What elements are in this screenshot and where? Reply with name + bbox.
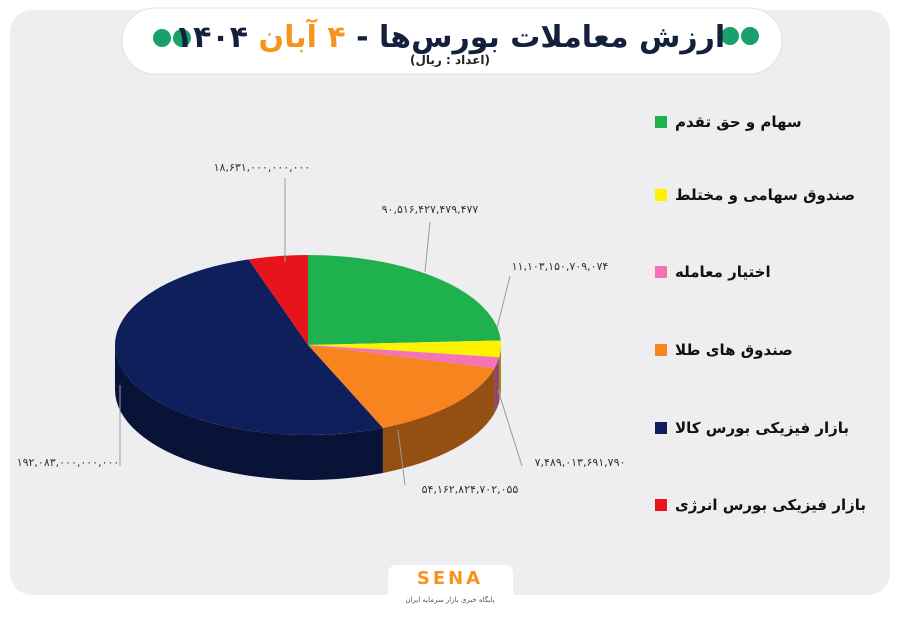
- value-label: ۵۴,۱۶۲,۸۲۴,۷۰۲,۰۵۵: [422, 483, 519, 496]
- slice: [308, 345, 500, 369]
- legend-label: صندوق سهامی و مختلط: [675, 186, 855, 204]
- legend-label: بازار فیزیکی بورس کالا: [675, 419, 849, 437]
- slice: [308, 345, 495, 428]
- leader-line: [397, 429, 406, 486]
- quote-marks: [153, 27, 759, 47]
- legend-label: اختیار معامله: [675, 263, 771, 281]
- pie: ۹۰,۵۱۶,۴۲۷,۴۷۹,۴۷۷ ۱۱,۱۰۳,۱۵۰,۷۰۹,۰۷۴ ۷,۴۸…: [17, 161, 626, 496]
- slice: [248, 255, 308, 345]
- legend-swatch: [655, 189, 667, 201]
- value-label: ۱۹۲,۰۸۳,۰۰۰,۰۰۰,۰۰۰: [17, 456, 120, 469]
- legend-label: صندوق های طلا: [675, 341, 793, 359]
- value-label: ۷,۴۸۹,۰۱۳,۶۹۱,۷۹۰: [535, 456, 626, 469]
- slice-side: [494, 357, 500, 414]
- chart-title: ارزش معاملات بورس‌ها - ۴ آبان ۱۴۰۴: [175, 18, 725, 55]
- legend-swatch: [655, 344, 667, 356]
- leader-line: [424, 221, 431, 273]
- legend-swatch: [655, 116, 667, 128]
- logo: SENA: [417, 568, 483, 589]
- value-label: ۹۰,۵۱۶,۴۲۷,۴۷۹,۴۷۷: [382, 203, 479, 216]
- slice-side: [115, 345, 383, 480]
- leader-line: [496, 275, 511, 329]
- title-pill: [121, 7, 783, 75]
- legend-label: بازار فیزیکی بورس انرژی: [675, 496, 866, 514]
- leader-line: [497, 389, 523, 467]
- chart-subtitle: (اعداد : ریال): [410, 53, 490, 67]
- slice-side: [499, 345, 501, 403]
- value-label: ۱۸,۶۳۱,۰۰۰,۰۰۰,۰۰۰: [214, 161, 311, 174]
- legend-swatch: [655, 422, 667, 434]
- logo-tagline: پایگاه خبری بازار سرمایه ایران: [405, 595, 494, 604]
- slice-side: [382, 368, 495, 473]
- logo-box: [388, 565, 513, 610]
- value-label: ۱۱,۱۰۳,۱۵۰,۷۰۹,۰۷۴: [512, 260, 609, 273]
- legend-swatch: [655, 499, 667, 511]
- legend-label: سهام و حق تقدم: [675, 113, 802, 131]
- slice: [308, 340, 502, 358]
- slice: [114, 259, 383, 436]
- slice: [308, 255, 501, 345]
- legend-swatch: [655, 266, 667, 278]
